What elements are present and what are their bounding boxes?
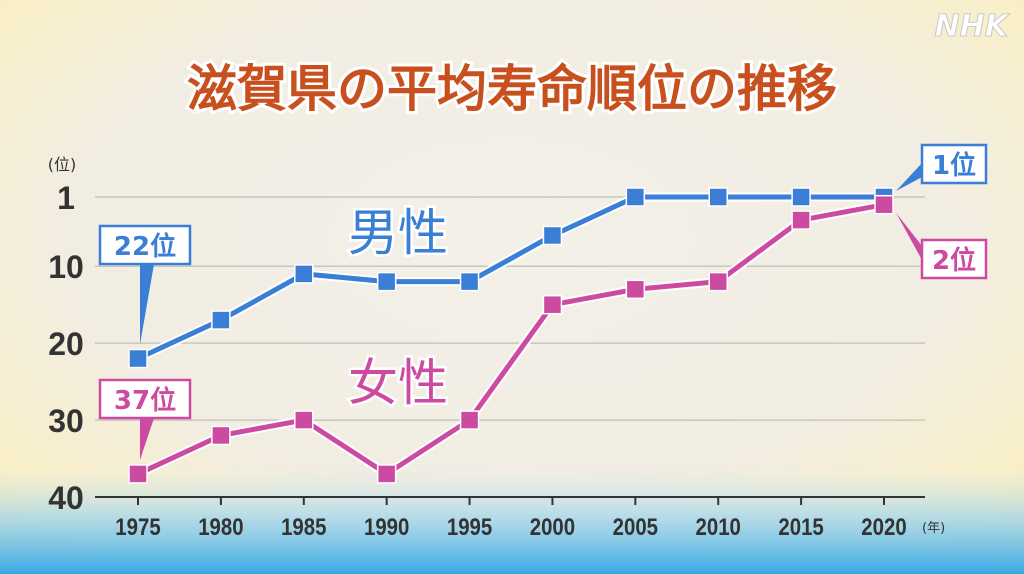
x-tick-label: 2015: [778, 513, 823, 540]
x-tick-label: 1995: [447, 513, 492, 540]
data-point: [708, 271, 728, 292]
callouts: 22位 1位 37位 2位: [98, 143, 988, 460]
x-tick-label: 1980: [198, 513, 243, 540]
series-line: [136, 202, 885, 477]
callout-pointer: [140, 264, 154, 345]
series-name-label: 女性: [348, 354, 448, 412]
callout-pointer: [140, 418, 154, 460]
callout-box: [98, 378, 192, 420]
background-bottom-glow: [0, 470, 1024, 574]
data-point: [625, 187, 646, 207]
x-axis-unit: (年): [922, 521, 945, 536]
data-point: [211, 425, 231, 446]
y-tick-label: 20: [48, 326, 84, 362]
callout-label: 37位: [114, 385, 176, 416]
callout-pointer: [896, 163, 922, 191]
data-point: [128, 464, 148, 484]
x-tick-label: 2000: [530, 513, 575, 540]
data-point: [459, 410, 480, 430]
axes: 1 10 20 30 40 (位) 1975 1980 1985 1990 1995 2000 2005…: [48, 155, 945, 540]
y-tick-label: 10: [48, 249, 84, 285]
y-tick-label: 1: [57, 180, 75, 216]
callout-box: [920, 143, 988, 185]
callout: 37位: [98, 378, 192, 460]
x-tick-label: 2020: [861, 513, 906, 540]
data-point: [625, 279, 646, 300]
data-point: [459, 271, 480, 292]
callout-label: 1位: [932, 150, 976, 181]
y-axis-unit: (位): [48, 155, 77, 174]
series-name-label: 男性: [348, 204, 448, 262]
data-point: [128, 348, 148, 369]
x-tick-label: 1990: [364, 513, 409, 540]
data-point: [294, 410, 314, 430]
callout-label: 22位: [114, 231, 176, 262]
y-tick-label: 30: [48, 403, 84, 439]
data-point: [294, 264, 314, 284]
series-layer: [128, 187, 894, 484]
x-tick-label: 2005: [613, 513, 658, 540]
data-point: [791, 187, 811, 207]
data-point: [211, 310, 231, 330]
nhk-logo: NHK: [935, 9, 1011, 44]
series-line: [136, 194, 884, 361]
callout-box: [920, 238, 988, 280]
data-point: [874, 194, 894, 215]
callout-pointer: [896, 212, 922, 260]
data-point: [376, 271, 397, 292]
data-point: [708, 187, 728, 207]
data-point: [791, 210, 811, 230]
callout: 22位: [98, 224, 192, 345]
callout-box: [98, 224, 192, 266]
callout: 2位: [896, 212, 988, 280]
callout-label: 2位: [932, 245, 976, 276]
x-tick-label: 1975: [115, 513, 160, 540]
data-point: [376, 464, 397, 484]
callout: 1位: [896, 143, 988, 191]
y-tick-label: 40: [48, 480, 84, 516]
data-point: [542, 225, 563, 246]
x-tick-label: 1985: [281, 513, 326, 540]
chart-title: 滋賀県の平均寿命順位の推移: [187, 60, 837, 118]
data-point: [542, 294, 563, 315]
x-tick-label: 2010: [696, 513, 741, 540]
